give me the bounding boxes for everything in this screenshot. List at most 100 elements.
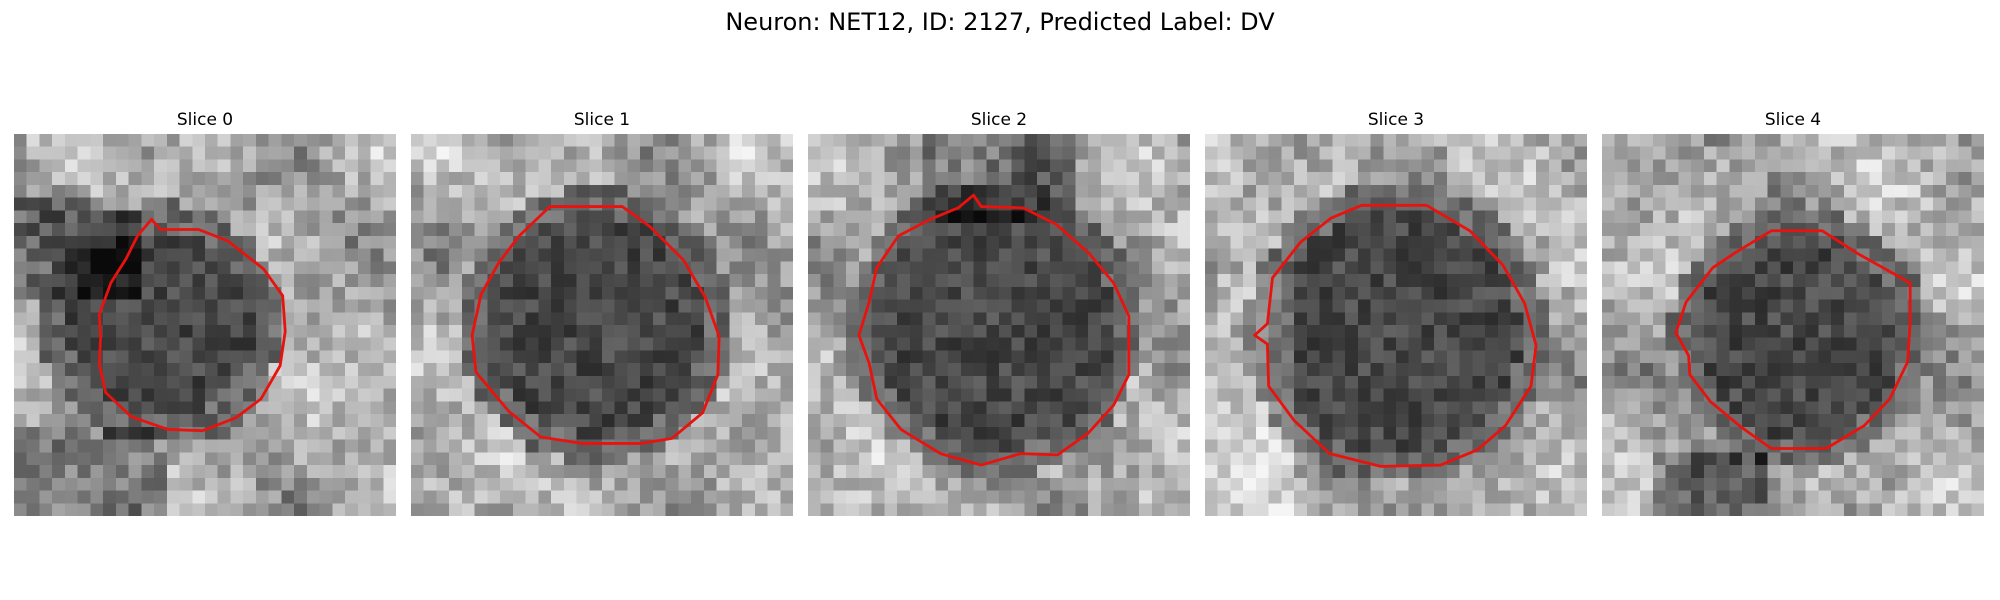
pixel [26, 286, 40, 300]
pixel [973, 184, 987, 198]
pixel [640, 426, 654, 440]
pixel [1497, 248, 1511, 262]
pixel [500, 159, 514, 173]
pixel [1920, 477, 1934, 491]
pixel [754, 210, 768, 224]
pixel [1561, 477, 1575, 491]
pixel [846, 477, 860, 491]
pixel [90, 184, 104, 198]
pixel [128, 299, 142, 313]
pixel [780, 477, 793, 491]
pixel [1370, 426, 1384, 440]
pixel [897, 210, 911, 224]
pixel [1294, 426, 1308, 440]
pixel [1958, 134, 1972, 147]
pixel [1510, 299, 1524, 313]
pixel [383, 477, 396, 491]
pixel [948, 503, 962, 516]
pixel [1370, 235, 1384, 249]
pixel [1434, 312, 1448, 326]
pixel [192, 134, 206, 147]
pixel [1011, 325, 1025, 338]
pixel [1049, 350, 1063, 364]
pixel [487, 439, 501, 453]
pixel [1971, 401, 1984, 415]
pixel [922, 350, 936, 364]
pixel [487, 159, 501, 173]
pixel [1421, 439, 1435, 453]
pixel [1100, 223, 1114, 237]
pixel [767, 197, 781, 211]
pixel [640, 375, 654, 389]
neuron-contour-0 [97, 217, 287, 433]
pixel [627, 337, 641, 351]
pixel [1793, 286, 1806, 300]
pixel [294, 235, 308, 249]
pixel [487, 248, 501, 262]
pixel [1177, 146, 1190, 160]
pixel [846, 223, 860, 237]
pixel [820, 210, 834, 224]
pixel [576, 197, 590, 211]
pixel [1446, 286, 1460, 300]
pixel [1472, 235, 1486, 249]
pixel [128, 452, 142, 466]
pixel [1243, 388, 1257, 402]
pixel [729, 248, 743, 262]
pixel [602, 375, 615, 389]
pixel [614, 490, 628, 504]
pixel [115, 388, 129, 402]
pixel [1907, 146, 1921, 160]
pixel [960, 299, 974, 313]
pixel [1472, 197, 1486, 211]
pixel [1357, 439, 1371, 453]
pixel [1548, 197, 1562, 211]
pixel [1177, 235, 1190, 249]
pixel [1113, 248, 1127, 262]
pixel [1383, 146, 1397, 160]
pixel [1217, 159, 1231, 173]
pixel [1088, 490, 1102, 504]
pixel [1678, 490, 1692, 504]
pixel [1459, 363, 1473, 377]
pixel [1843, 312, 1857, 326]
pixel [1729, 401, 1743, 415]
pixel [294, 299, 308, 313]
pixel [52, 337, 66, 351]
pixel [948, 248, 962, 262]
pixel [1408, 159, 1422, 173]
pixel [205, 286, 218, 300]
pixel [370, 375, 384, 389]
pixel [1421, 337, 1435, 351]
pixel [1536, 388, 1550, 402]
pixel [1497, 299, 1511, 313]
pixel [1869, 172, 1883, 186]
pixel [948, 261, 962, 275]
pixel [64, 261, 78, 275]
pixel [1497, 490, 1511, 504]
pixel [1548, 248, 1562, 262]
pixel [1561, 184, 1575, 198]
pixel [1472, 426, 1486, 440]
pixel [1818, 159, 1832, 173]
pixel [1383, 426, 1397, 440]
pixel [808, 414, 821, 428]
pixel [1754, 375, 1768, 389]
pixel [703, 172, 717, 186]
pixel [1614, 401, 1628, 415]
pixel [808, 248, 821, 262]
pixel [1548, 477, 1562, 491]
pixel [1894, 299, 1908, 313]
pixel [897, 159, 911, 173]
pixel [754, 223, 768, 237]
pixel [1139, 337, 1153, 351]
pixel [935, 375, 949, 389]
pixel [716, 312, 730, 326]
pixel [665, 261, 679, 275]
pixel [1843, 172, 1857, 186]
pixel [871, 439, 885, 453]
pixel [64, 325, 78, 338]
pixel [1958, 299, 1972, 313]
pixel [986, 414, 1000, 428]
pixel [268, 426, 282, 440]
